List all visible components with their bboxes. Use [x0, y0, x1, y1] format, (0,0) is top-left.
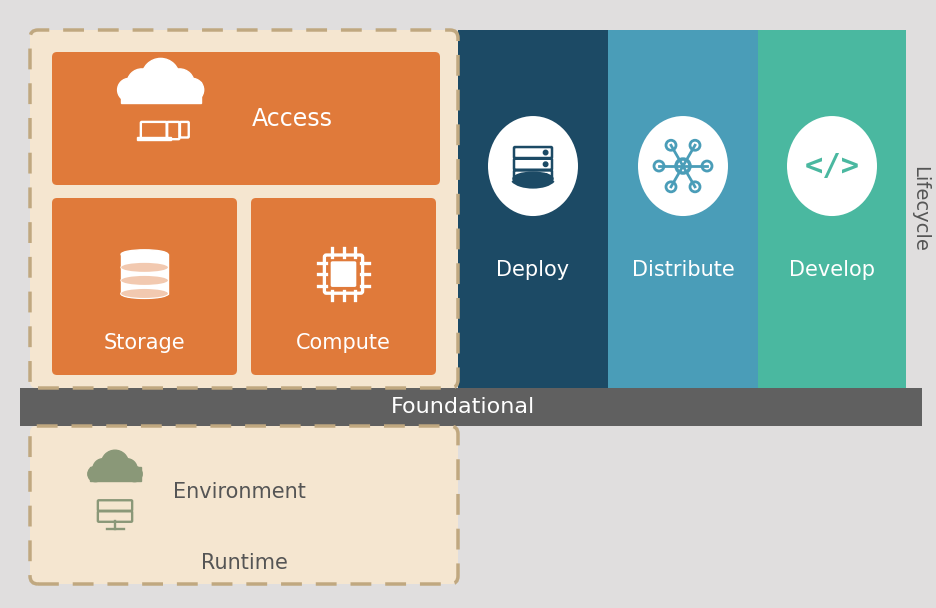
Bar — [121, 254, 168, 294]
Circle shape — [165, 69, 195, 98]
Ellipse shape — [121, 289, 168, 298]
Ellipse shape — [638, 116, 728, 216]
Ellipse shape — [121, 289, 168, 299]
Circle shape — [181, 78, 204, 102]
FancyBboxPatch shape — [251, 198, 436, 375]
Bar — [121, 81, 200, 103]
Text: Develop: Develop — [789, 260, 875, 280]
Ellipse shape — [488, 116, 578, 216]
Circle shape — [544, 150, 548, 155]
Text: Environment: Environment — [173, 482, 306, 502]
Circle shape — [101, 450, 128, 477]
Circle shape — [141, 58, 180, 96]
Circle shape — [88, 466, 103, 482]
Text: Deploy: Deploy — [496, 260, 570, 280]
Circle shape — [117, 458, 137, 479]
Ellipse shape — [787, 116, 877, 216]
Text: Runtime: Runtime — [200, 553, 287, 573]
FancyBboxPatch shape — [52, 52, 440, 185]
Text: Compute: Compute — [296, 333, 391, 353]
Bar — [90, 467, 140, 481]
Text: Foundational: Foundational — [391, 397, 535, 417]
Bar — [608, 30, 758, 388]
Ellipse shape — [121, 263, 168, 272]
Circle shape — [93, 458, 113, 479]
Circle shape — [544, 162, 548, 167]
Ellipse shape — [121, 250, 168, 259]
Bar — [20, 388, 922, 426]
Bar — [137, 137, 170, 140]
Bar — [758, 30, 906, 388]
FancyBboxPatch shape — [331, 262, 356, 286]
Text: Access: Access — [252, 106, 333, 131]
Ellipse shape — [121, 289, 168, 298]
FancyBboxPatch shape — [30, 30, 458, 388]
Circle shape — [127, 466, 142, 482]
Text: Storage: Storage — [104, 333, 185, 353]
Ellipse shape — [121, 263, 168, 272]
FancyBboxPatch shape — [30, 426, 458, 584]
Bar — [458, 30, 608, 388]
Circle shape — [544, 174, 548, 178]
Text: Distribute: Distribute — [632, 260, 735, 280]
Text: </>: </> — [804, 151, 859, 181]
Circle shape — [118, 78, 140, 102]
Ellipse shape — [512, 171, 554, 186]
Ellipse shape — [121, 276, 168, 285]
Bar — [458, 30, 906, 388]
FancyBboxPatch shape — [52, 198, 237, 375]
Text: Lifecycle: Lifecycle — [911, 166, 929, 252]
Circle shape — [127, 69, 156, 98]
Ellipse shape — [121, 276, 168, 285]
